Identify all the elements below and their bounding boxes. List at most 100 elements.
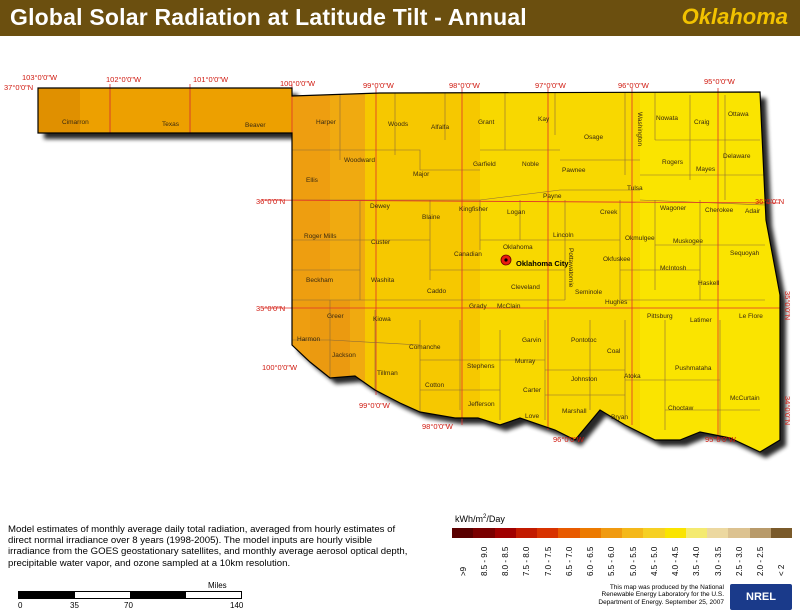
county-label: Haskell [698,280,720,287]
legend-label: 2.0 - 2.5 [756,546,766,576]
county-label: Texas [162,121,180,128]
lon-label: 100°0'0"W [280,79,316,88]
county-label: Payne [543,193,562,200]
legend-label: 2.5 - 3.0 [734,546,744,576]
county-label: Hughes [605,299,628,306]
county-label: Garfield [473,161,496,168]
county-label: Atoka [624,373,641,380]
legend-label: 7.5 - 8.0 [522,546,532,576]
county-label: Roger Mills [304,233,337,240]
county-label: Canadian [454,251,482,258]
legend-bar [452,528,792,538]
county-label: Okmulgee [625,235,655,242]
county-label: Beaver [245,122,266,129]
county-label: Creek [600,209,618,216]
lon-label: 97°0'0"W [535,81,567,90]
county-label: Pottawatomie [567,248,574,288]
legend-swatch [515,528,537,538]
graticule-labels: 103°0'0"W 102°0'0"W 101°0'0"W 100°0'0"W … [4,73,792,444]
county-label: Lincoln [553,232,574,239]
county-label: Le Flore [739,313,763,320]
lon-label: 100°0'0"W [262,363,298,372]
county-label: Pittsburg [647,313,673,320]
county-label: Custer [371,239,391,246]
county-label: Murray [515,358,536,365]
state-name: Oklahoma [681,4,788,29]
scale-tick: 140 [230,601,244,610]
lon-label: 96°0'0"W [553,435,585,444]
legend-label: 7.0 - 7.5 [543,546,553,576]
county-label: Wagoner [660,205,687,212]
legend-swatch [494,528,516,538]
county-label: Washington [636,112,643,146]
county-label: Choctaw [668,405,694,412]
lon-label: 101°0'0"W [193,75,229,84]
scale-tick: 0 [18,601,23,610]
lon-label: 95°0'0"W [705,435,737,444]
lon-label: 102°0'0"W [106,75,142,84]
lat-label: 36°0'0"N [256,197,285,206]
county-label: Coal [607,348,621,355]
county-label: Delaware [723,153,751,160]
county-label: Grant [478,119,494,126]
county-label: Latimer [690,317,713,324]
county-label: Harmon [297,336,321,343]
legend-swatch [600,528,622,538]
legend-swatch [643,528,665,538]
county-boundaries [109,88,766,440]
county-label: Ellis [306,177,319,184]
scale-segments [18,591,242,599]
county-label: Bryan [611,414,628,421]
county-label: Garvin [522,337,542,344]
county-label: Greer [327,313,344,320]
legend-label: 8.0 - 8.5 [501,546,511,576]
title-bar: Global Solar Radiation at Latitude Tilt … [0,0,800,36]
county-label: Kingfisher [459,206,489,213]
legend-label: 6.0 - 6.5 [586,546,596,576]
county-label: Love [525,413,539,420]
lon-label: 99°0'0"W [363,81,395,90]
county-label: Sequoyah [730,250,760,257]
lat-label: 35°0'0"N [783,291,792,320]
county-label: Kiowa [373,316,391,323]
legend-swatch [749,528,771,538]
county-label: Muskogee [673,238,703,245]
county-label: Washita [371,277,395,284]
legend-title: kWh/m2/Day [455,514,505,524]
county-label: Kay [538,116,550,123]
legend-swatch [770,528,792,538]
legend-label: 4.5 - 5.0 [649,546,659,576]
scale-tick: 70 [124,601,133,610]
legend-swatch [622,528,644,538]
county-label: Ottawa [728,111,749,118]
lat-label: 34°0'0"N [783,396,792,425]
legend-label: < 2 [777,564,787,576]
county-label: Noble [522,161,539,168]
legend-label: 6.5 - 7.0 [564,546,574,576]
city-label: Oklahoma City [516,259,569,268]
county-label: Cotton [425,382,445,389]
legend-swatch [707,528,729,538]
county-label: Cherokee [705,207,734,214]
county-label: Tulsa [627,185,643,192]
county-label: Pushmataha [675,365,712,372]
county-label: Grady [469,303,487,310]
county-label: Tillman [377,370,398,377]
county-label: Woods [388,121,409,128]
county-label: Seminole [575,289,602,296]
lon-label: 98°0'0"W [422,422,454,431]
county-label: McClain [497,303,521,310]
legend-label: 4.0 - 4.5 [671,546,681,576]
county-label: Carter [523,387,542,394]
county-label: Dewey [370,203,391,210]
legend-label: 3.5 - 4.0 [692,546,702,576]
county-labels: Cimarron Texas Beaver Harper Woods Alfal… [62,111,763,421]
county-label: Beckham [306,277,333,284]
county-label: Adair [745,208,761,215]
lat-label: 37°0'0"N [4,83,33,92]
lon-label: 96°0'0"W [618,81,650,90]
lon-label: 95°0'0"W [704,77,736,86]
legend-swatch [473,528,495,538]
legend-swatch [558,528,580,538]
